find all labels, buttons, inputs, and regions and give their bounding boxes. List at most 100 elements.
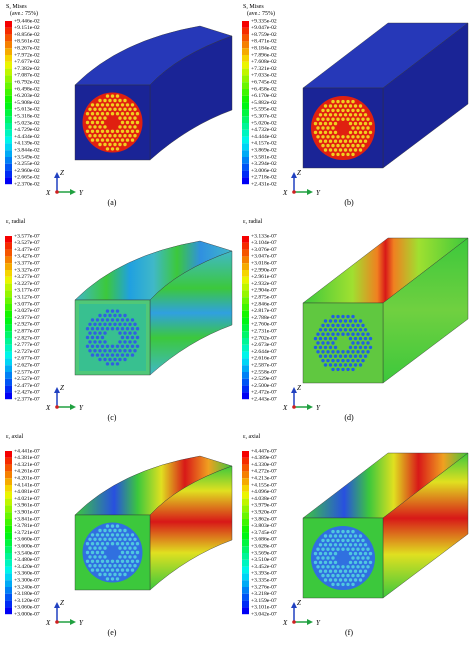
fiber — [128, 331, 132, 335]
fiber — [316, 565, 320, 569]
fiber — [110, 309, 115, 313]
legend-value: +4.157e-02 — [251, 141, 277, 147]
fiber — [331, 547, 335, 551]
color-band — [242, 170, 249, 178]
color-band — [5, 338, 12, 345]
fiber — [98, 98, 102, 103]
legend-value: +2.961e-07 — [251, 274, 277, 280]
fiber — [123, 537, 127, 541]
fiber — [123, 313, 127, 318]
color-band — [242, 392, 249, 400]
color-band — [5, 143, 12, 151]
fiber — [90, 103, 95, 107]
legend-value: +2.960e-02 — [14, 168, 40, 174]
legend-value: +5.882e-02 — [251, 100, 277, 106]
fiber — [88, 546, 92, 550]
fiber — [326, 143, 330, 148]
fiber — [353, 363, 358, 367]
fiber — [328, 551, 333, 556]
fiber — [366, 135, 370, 139]
fiber — [125, 550, 130, 555]
fiber — [103, 564, 107, 568]
legend-value: +8.267e-02 — [14, 45, 40, 51]
fiber — [100, 138, 105, 142]
fiber — [333, 569, 338, 573]
fiber — [115, 327, 120, 331]
axis-label: Y — [79, 619, 84, 627]
fiber — [90, 318, 95, 322]
fiber — [318, 345, 323, 350]
color-band — [5, 102, 12, 110]
fiber — [331, 108, 335, 113]
fiber — [336, 582, 340, 587]
fiber — [100, 344, 105, 348]
color-band — [5, 498, 12, 506]
color-band — [242, 109, 249, 117]
legend-value: +3.540e-07 — [14, 550, 40, 556]
legend-value: +6.745e-02 — [251, 79, 277, 85]
legend-value: +3.240e-07 — [14, 584, 40, 590]
fiber — [95, 138, 100, 142]
fiber — [336, 99, 340, 104]
legend-value: +2.370e-02 — [14, 181, 40, 187]
legend-title: S, Mises — [6, 4, 27, 10]
fiber — [361, 358, 365, 363]
legend-title: ε, axial — [6, 434, 24, 440]
fiber — [358, 139, 363, 143]
fiber — [356, 323, 360, 328]
color-band — [242, 276, 249, 284]
fiber — [100, 550, 105, 555]
fiber — [105, 318, 110, 322]
legend-value: +4.139e-02 — [14, 141, 40, 147]
fiber — [328, 148, 333, 152]
fiber — [351, 341, 355, 345]
fiber — [128, 564, 132, 568]
fiber — [133, 340, 137, 344]
fiber — [313, 560, 318, 565]
color-band — [242, 553, 249, 560]
fiber — [353, 319, 358, 323]
legend-value: +2.644e-07 — [251, 349, 277, 355]
color-band — [5, 177, 12, 185]
fiber — [356, 117, 360, 121]
fiber — [328, 363, 333, 367]
fiber — [316, 350, 320, 354]
fiber — [346, 565, 350, 569]
fiber — [88, 322, 92, 326]
color-band — [5, 263, 12, 270]
legend-value: +4.434e-02 — [14, 134, 40, 140]
fiber — [120, 550, 125, 555]
fiber — [90, 335, 95, 340]
legend-value: +2.788e-07 — [251, 315, 277, 321]
fiber — [331, 314, 335, 319]
fiber — [328, 139, 333, 143]
fiber — [331, 152, 335, 157]
legend-value: +3.300e-07 — [14, 577, 40, 583]
fiber — [316, 332, 320, 336]
color-band — [5, 351, 12, 359]
legend-value: +7.972e-02 — [14, 52, 40, 58]
color-band — [5, 82, 12, 89]
fiber — [128, 134, 132, 138]
fiber — [351, 538, 355, 543]
fiber — [108, 322, 112, 326]
fiber — [93, 125, 97, 129]
legend-title: ε, radial — [6, 219, 26, 225]
fiber — [323, 345, 328, 350]
fiber — [120, 568, 125, 572]
legend-value: +2.817e-07 — [251, 308, 277, 314]
fiber — [368, 130, 373, 135]
legend-value: +7.608e-02 — [251, 59, 277, 65]
color-band — [242, 95, 249, 103]
fiber — [356, 108, 360, 113]
fiber — [336, 152, 340, 157]
fiber — [328, 121, 333, 126]
fiber — [130, 542, 135, 546]
fiber — [341, 350, 345, 354]
fiber — [103, 134, 107, 138]
color-band — [242, 283, 249, 291]
legend-value: +3.781e-07 — [14, 523, 40, 529]
fiber — [316, 135, 320, 139]
fiber — [346, 573, 350, 578]
legend-value: +8.759e-02 — [251, 32, 277, 38]
